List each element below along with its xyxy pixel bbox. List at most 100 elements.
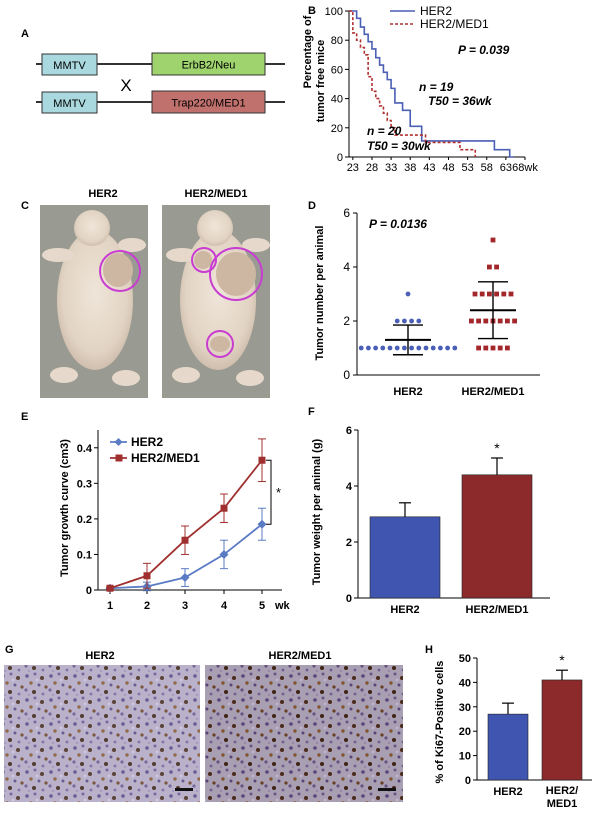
panel-b-ylabel-2: tumor free mice: [315, 40, 327, 123]
x-tick-label: 28: [366, 162, 378, 174]
y-tick-label: 0.3: [77, 478, 92, 490]
data-point: [452, 345, 458, 351]
x-tick-label: 68wk: [512, 162, 538, 174]
data-point: [402, 318, 407, 324]
photo-label-her2: HER2: [88, 188, 117, 200]
x-tick-label: HER2/MED1: [462, 386, 525, 398]
bar: [487, 713, 529, 781]
panel-c-letter: C: [21, 200, 29, 212]
data-point: [180, 573, 190, 583]
y-tick-label: 0: [465, 775, 471, 787]
construct-diagram: MMTV ErbB2/Neu X MMTV Trap220/MED1: [36, 52, 285, 114]
x-tick-label: 48: [442, 162, 454, 174]
x-tick-label: HER2/: [546, 785, 578, 797]
mmtv-box-1: [41, 53, 98, 76]
data-point: [505, 345, 510, 351]
data-point: [494, 291, 499, 297]
x-tick-label: 2: [144, 600, 150, 612]
panel-d-letter: D: [308, 200, 316, 212]
y-tick-label: 40: [331, 94, 343, 106]
data-point: [508, 291, 514, 297]
scale-bar: [175, 788, 193, 791]
significance-bracket: [266, 459, 272, 525]
data-point: [423, 345, 429, 351]
y-tick-label: 0: [343, 368, 350, 382]
x-tick-label: 58: [481, 162, 493, 174]
data-point: [106, 584, 114, 592]
panel-f-ylabel: Tumor weight per animal (g): [311, 438, 323, 585]
y-tick-label: 0: [346, 593, 352, 605]
x-tick-label: HER2: [393, 386, 422, 398]
data-point: [387, 345, 393, 351]
data-point: [409, 318, 414, 324]
data-point: [501, 291, 507, 297]
mmtv-label-1: MMTV: [53, 60, 86, 72]
y-tick-label: 80: [331, 35, 343, 47]
y-tick-label: 0.4: [77, 443, 93, 455]
panel-d-ylabel: Tumor number per animal: [314, 226, 326, 361]
data-point: [405, 291, 411, 297]
x-tick-label: 23: [347, 162, 359, 174]
ihc-label-her2: HER2: [85, 650, 114, 662]
significance-star: *: [559, 652, 565, 668]
y-tick-label: 20: [331, 123, 343, 135]
data-point: [483, 318, 489, 324]
legend-marker: [114, 438, 123, 446]
mouse-photo-her2: [40, 205, 148, 398]
legend-label: HER2: [420, 4, 452, 18]
mmtv-box-2: [41, 91, 98, 114]
data-point: [512, 318, 517, 324]
legend-label: HER2: [131, 435, 163, 449]
erbb2-box: [151, 52, 266, 76]
panel-d-pvalue: P = 0.0136: [369, 217, 427, 231]
tumor-circle: [206, 330, 234, 358]
x-tick-label: MED1: [547, 798, 578, 810]
x-tick-label: 43: [423, 162, 435, 174]
panel-g-letter: G: [5, 644, 14, 656]
x-tick-label: 53: [461, 162, 473, 174]
cross-symbol: X: [120, 76, 131, 95]
legend-label: HER2/MED1: [420, 17, 489, 31]
ihc-image-her2: [4, 665, 200, 802]
y-tick-label: 10: [459, 751, 471, 763]
data-point: [373, 345, 378, 351]
data-point: [438, 345, 443, 351]
y-tick-label: 0: [337, 152, 343, 164]
scale-bar: [378, 788, 396, 791]
panel-b-ylabel-1: Percentage of: [302, 15, 314, 88]
weight-bar-chart: 0 2 4 6 * HER2 HER2/MED1: [346, 425, 550, 616]
data-point: [445, 345, 450, 351]
y-tick-label: 0: [86, 585, 92, 597]
panel-b-letter: B: [308, 5, 316, 17]
photo-label-her2-med1: HER2/MED1: [185, 188, 248, 200]
significance-star: *: [494, 440, 500, 456]
tumor-circle: [209, 247, 263, 301]
y-tick-label: 30: [459, 702, 471, 714]
data-point: [358, 345, 364, 351]
data-point: [487, 291, 492, 297]
med1-box: [151, 90, 266, 114]
data-point: [494, 264, 499, 270]
data-point: [483, 345, 489, 351]
panel-e-ylabel: Tumor growth curve (cm3): [59, 439, 71, 577]
x-tick-label: HER2: [390, 604, 419, 616]
y-tick-label: 40: [459, 677, 471, 689]
y-tick-label: 20: [459, 726, 471, 738]
y-tick-label: 6: [343, 206, 350, 220]
bar: [369, 516, 441, 599]
data-point: [366, 345, 371, 351]
y-tick-label: 2: [343, 314, 350, 328]
tumor-circle: [191, 247, 217, 273]
panel-h-ylabel: % of Ki67-Positive cells: [434, 661, 446, 784]
data-point: [479, 291, 485, 297]
data-point: [505, 318, 510, 324]
panel-b-n-med1: n = 20: [367, 124, 402, 138]
data-point: [497, 318, 503, 324]
y-tick-label: 4: [343, 260, 350, 274]
data-point: [430, 345, 436, 351]
mmtv-label-2: MMTV: [53, 98, 86, 110]
significance-star: *: [276, 485, 281, 500]
erbb2-label: ErbB2/Neu: [182, 60, 236, 72]
y-tick-label: 6: [346, 425, 352, 437]
